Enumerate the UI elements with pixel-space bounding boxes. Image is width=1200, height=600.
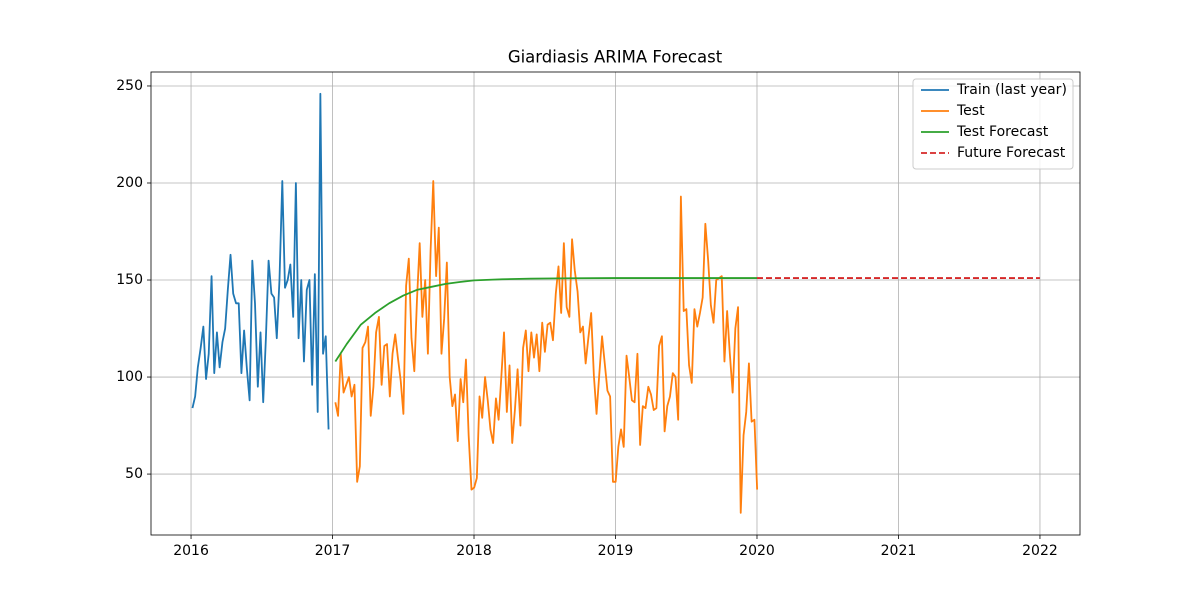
series-line	[334, 180, 759, 514]
series-line	[334, 277, 757, 363]
y-tick-label: 100	[116, 369, 143, 385]
series-line	[191, 92, 330, 430]
legend-label: Test Forecast	[956, 124, 1049, 140]
x-tick-label: 2017	[315, 543, 351, 559]
chart-title: Giardiasis ARIMA Forecast	[508, 48, 723, 67]
x-tick-label: 2019	[598, 543, 634, 559]
x-tick-label: 2020	[739, 543, 775, 559]
y-tick-label: 50	[125, 466, 143, 482]
x-tick-label: 2022	[1022, 543, 1058, 559]
legend-label: Test	[956, 103, 985, 119]
x-tick-label: 2021	[881, 543, 917, 559]
axes-frame	[150, 71, 1081, 536]
y-tick-label: 250	[116, 78, 143, 94]
legend-label: Train (last year)	[956, 82, 1067, 98]
y-tick-label: 150	[116, 272, 143, 288]
x-tick-label: 2016	[173, 543, 209, 559]
legend-label: Future Forecast	[957, 145, 1066, 161]
y-tick-label: 200	[116, 175, 143, 191]
legend-box	[912, 78, 1074, 170]
x-tick-label: 2018	[456, 543, 492, 559]
